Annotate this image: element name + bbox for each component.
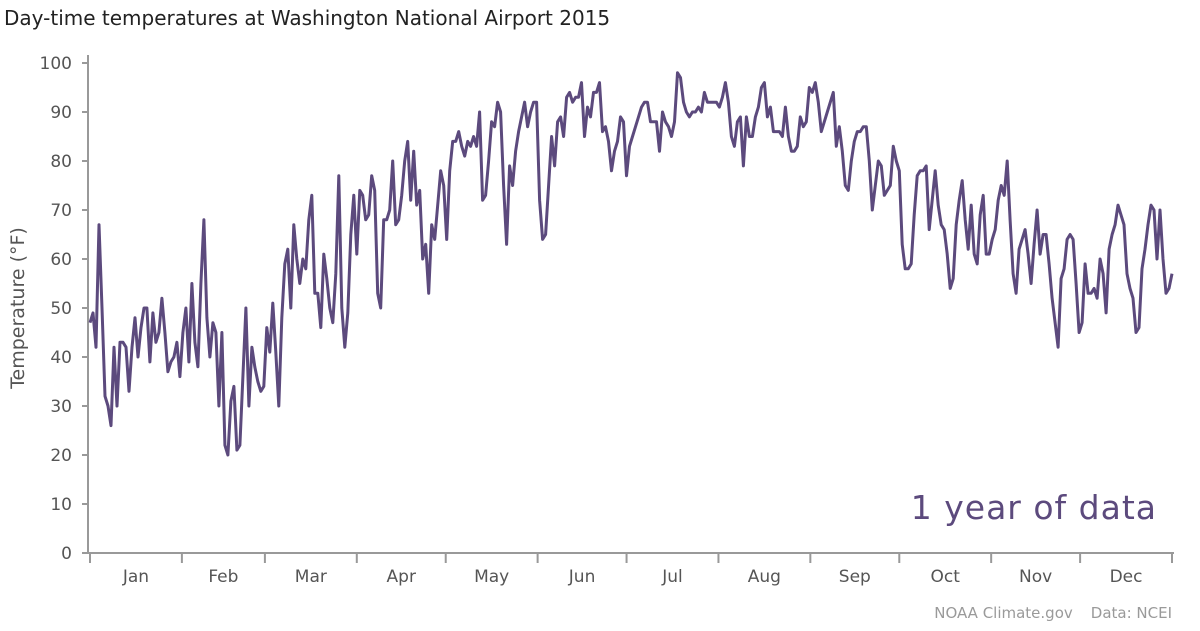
x-tick-label: Oct [931, 567, 961, 587]
y-tick-label: 90 [50, 103, 72, 123]
y-tick-label: 40 [50, 348, 72, 368]
chart-title: Day-time temperatures at Washington Nati… [4, 6, 611, 30]
x-tick-label: Nov [1019, 567, 1052, 587]
y-tick-label: 30 [50, 397, 72, 417]
y-tick-label: 80 [50, 152, 72, 172]
y-tick-label: 10 [50, 495, 72, 515]
y-tick-label: 0 [61, 544, 72, 564]
x-tick-label: Aug [748, 567, 781, 587]
x-tick-label: Jun [568, 567, 596, 587]
x-tick-label: Jan [122, 567, 149, 587]
y-tick-label: 60 [50, 250, 72, 270]
x-tick-label: Jul [661, 567, 683, 587]
temperature-series-line [88, 71, 1174, 457]
credit-text: NOAA Climate.gov [934, 604, 1073, 622]
annotation-text: 1 year of data [911, 488, 1157, 527]
y-axis-label: Temperature (°F) [7, 227, 29, 390]
chart-footer: NOAA Climate.gov Data: NCEI [916, 604, 1172, 622]
y-tick-label: 100 [40, 54, 72, 74]
y-tick-label: 20 [50, 446, 72, 466]
x-tick-label: May [474, 567, 509, 587]
y-tick-label: 50 [50, 299, 72, 319]
x-tick-label: Dec [1110, 567, 1143, 587]
x-tick-label: Mar [295, 567, 327, 587]
x-tick-label: Sep [839, 567, 871, 587]
x-tick-label: Feb [208, 567, 238, 587]
y-tick-label: 70 [50, 201, 72, 221]
x-tick-label: Apr [387, 567, 416, 587]
source-text: Data: NCEI [1090, 604, 1172, 622]
